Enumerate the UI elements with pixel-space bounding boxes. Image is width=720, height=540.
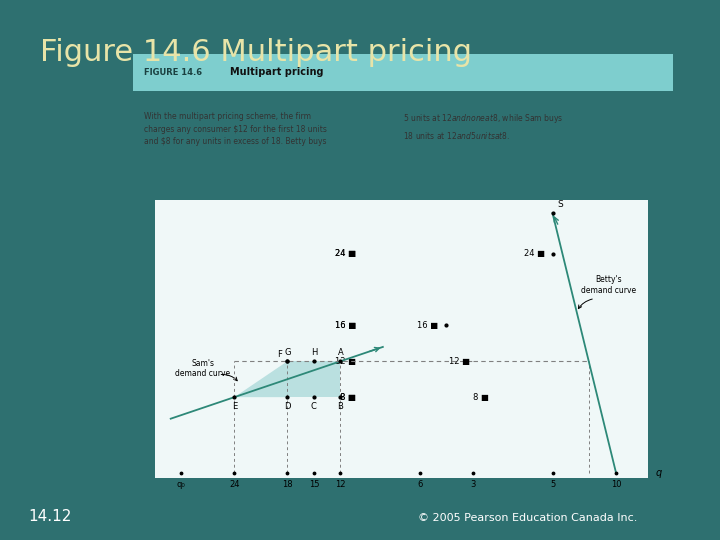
Polygon shape <box>287 361 341 397</box>
Text: Betty's
demand curve: Betty's demand curve <box>580 275 636 295</box>
Text: 5 units at $12 and none at $8, while Sam buys
18 units at $12 and 5 units at $8.: 5 units at $12 and none at $8, while Sam… <box>403 112 564 141</box>
Text: 24 ■: 24 ■ <box>336 249 356 258</box>
Text: 12: 12 <box>336 480 346 489</box>
Text: 15: 15 <box>309 480 319 489</box>
Text: H: H <box>311 348 317 357</box>
Text: G: G <box>284 348 291 357</box>
Text: Figure 14.6 Multipart pricing: Figure 14.6 Multipart pricing <box>40 38 472 67</box>
Text: q₀: q₀ <box>177 480 186 489</box>
Text: q: q <box>656 468 662 478</box>
Text: B: B <box>338 402 343 410</box>
FancyArrowPatch shape <box>578 299 593 309</box>
Text: © 2005 Pearson Education Canada Inc.: © 2005 Pearson Education Canada Inc. <box>418 513 637 523</box>
Text: S: S <box>558 200 564 209</box>
Text: A: A <box>338 348 343 357</box>
Text: 10: 10 <box>611 480 621 489</box>
Text: With the multipart pricing scheme, the firm
charges any consumer $12 for the fir: With the multipart pricing scheme, the f… <box>144 112 327 146</box>
Text: 8 ■: 8 ■ <box>341 393 356 402</box>
Text: Multipart pricing: Multipart pricing <box>230 68 324 77</box>
Text: 18: 18 <box>282 480 293 489</box>
Text: 24: 24 <box>229 480 240 489</box>
Text: 12 ■: 12 ■ <box>336 357 356 366</box>
Text: 3: 3 <box>470 480 476 489</box>
Text: 24 ■: 24 ■ <box>523 249 544 258</box>
Polygon shape <box>234 361 287 397</box>
Text: 16 ■: 16 ■ <box>336 321 356 330</box>
Text: 8 ■: 8 ■ <box>473 393 489 402</box>
Text: D: D <box>284 402 291 410</box>
Text: E: E <box>232 402 237 410</box>
FancyArrowPatch shape <box>221 374 237 381</box>
Text: 8 ■: 8 ■ <box>341 393 356 402</box>
Text: C: C <box>311 402 317 410</box>
Text: 16 ■: 16 ■ <box>418 321 438 330</box>
Text: FIGURE 14.6: FIGURE 14.6 <box>144 68 202 77</box>
Text: F: F <box>277 349 282 359</box>
Text: 14.12: 14.12 <box>29 509 72 524</box>
Text: 5: 5 <box>550 480 555 489</box>
Text: 16 ■: 16 ■ <box>336 321 356 330</box>
Text: 6: 6 <box>418 480 423 489</box>
Text: 24 ■: 24 ■ <box>336 249 356 258</box>
Text: Sam's
demand curve: Sam's demand curve <box>175 359 230 378</box>
Text: 12 ■: 12 ■ <box>449 357 470 366</box>
Bar <box>133 54 673 91</box>
